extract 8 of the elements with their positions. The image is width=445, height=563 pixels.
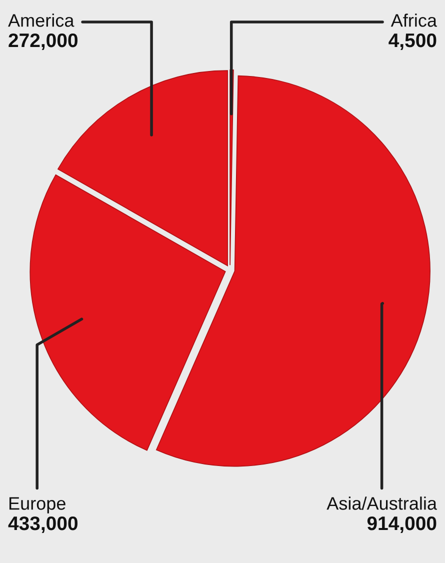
slice-label: Europe [9, 497, 66, 514]
data-label: 914,000 [367, 516, 436, 534]
data-label: 272,000 [8, 33, 78, 50]
data-label: 4,500 [388, 33, 436, 50]
slice-label: Asia/Australia [326, 496, 437, 510]
slice-label: Africa [390, 14, 437, 27]
slice-label: America [8, 14, 74, 27]
data-label: 433,000 [8, 516, 78, 534]
